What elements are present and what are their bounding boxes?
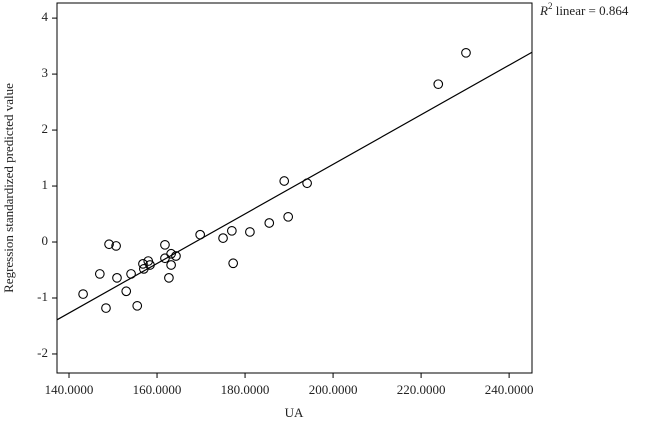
point [245,227,255,237]
point [218,233,228,243]
point [121,286,132,297]
y-tick-label: 2 [42,121,49,136]
x-tick-label: 180.0000 [221,382,270,397]
annotation: R2 linear = 0.864 [539,1,629,18]
x-axis-label: UA [285,405,304,420]
point [283,211,294,222]
point [104,239,114,250]
point [228,258,239,269]
point [101,303,111,313]
point [112,272,122,283]
point [94,269,105,279]
point [138,258,148,269]
point [433,79,444,90]
y-axis-label: Regression standardized predicted value [1,83,16,293]
point [195,229,206,240]
x-tick-label: 140.0000 [45,382,94,397]
y-tick-label: 1 [42,177,49,192]
fit-line [56,51,533,321]
point [132,300,143,311]
x-tick-label: 160.0000 [133,382,182,397]
point [227,225,237,236]
x-tick-label: 200.0000 [309,382,358,397]
point [160,239,170,250]
point [78,289,88,299]
y-tick-label: 0 [42,233,49,248]
annotation-rest: linear = 0.864 [552,3,628,18]
point [166,260,176,270]
point [164,272,174,283]
x-tick-label: 220.0000 [397,382,446,397]
point [461,47,471,58]
point [264,218,275,228]
annotation-superscript: 2 [548,1,553,11]
point [111,241,121,251]
point [145,260,155,270]
y-tick-label: -1 [37,289,48,304]
y-tick-label: 4 [42,9,49,24]
y-tick-label: 3 [42,65,49,80]
point [126,269,136,279]
point [166,248,176,259]
point [302,178,312,189]
point [279,176,290,186]
point [160,253,170,264]
annotation-base: R [539,3,548,18]
x-tick-label: 240.0000 [485,382,534,397]
plot-frame [56,2,533,374]
y-tick-label: -2 [37,345,48,360]
point [171,251,181,261]
